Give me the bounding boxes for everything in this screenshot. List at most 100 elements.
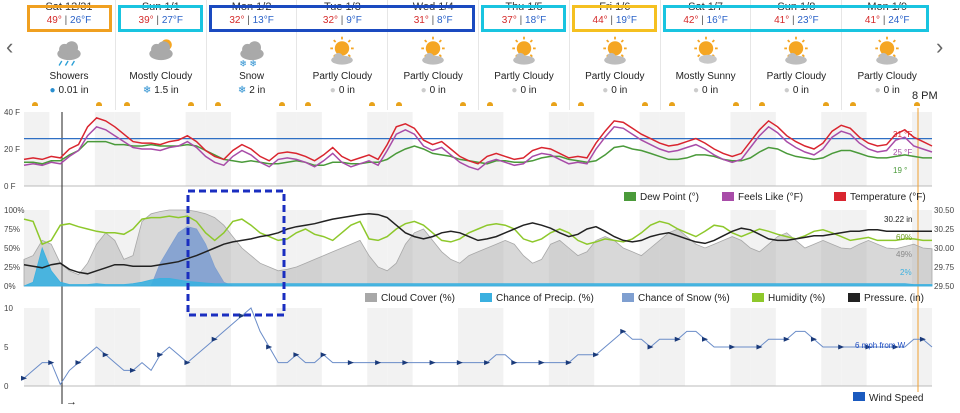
high-temp: 32° <box>229 15 245 26</box>
wind-arrow-icon <box>429 360 436 366</box>
low-temp: 8°F <box>436 15 453 26</box>
wind-arrow-icon <box>293 352 300 358</box>
wind-arrow-icon <box>702 336 708 342</box>
drop-gray-icon: ● <box>783 85 790 96</box>
day-column[interactable]: Sat 1/7 42° | 16°F Mostly Sunny ● 0 in <box>659 0 751 110</box>
night-shade <box>114 210 141 286</box>
day-temps: 41° | 23°F <box>774 15 819 26</box>
sunset-marker <box>460 102 467 106</box>
wind-arrow-icon <box>593 352 600 358</box>
condition-text: Partly Cloudy <box>403 71 463 82</box>
night-shade <box>548 308 569 386</box>
precip-value: 0 in <box>792 85 809 96</box>
wind-arrow-icon <box>838 344 845 350</box>
precip-amount: ● 0 in <box>570 85 660 96</box>
drop-gray-icon: ● <box>874 85 881 96</box>
chevron-left-icon[interactable]: ‹ <box>6 34 14 59</box>
wind-arrow-icon <box>810 336 817 342</box>
day-column[interactable]: Thu 1/5 37° | 18°F Partly Cloudy ● 0 in <box>478 0 569 110</box>
high-temp: 44° <box>592 15 608 26</box>
night-shade <box>276 210 297 286</box>
precip-value: 0 in <box>338 85 355 96</box>
precip-amount: ● 0 in <box>479 85 569 96</box>
partly-cloudy-icon <box>415 34 451 68</box>
legend-label: Cloud Cover (%) <box>381 293 455 304</box>
drop-gray-icon: ● <box>602 85 609 96</box>
night-shade <box>276 112 297 186</box>
partly-cloudy-icon <box>869 34 905 68</box>
legend-label: Wind Speed <box>869 393 923 404</box>
precip-value: 0 in <box>702 85 719 96</box>
day-column[interactable]: Mon 1/2 32° | 13°F ❄ ❄ Snow ❄ 2 in <box>205 0 297 110</box>
legend-swatch <box>722 192 734 201</box>
day-column[interactable]: Sun 1/8 41° | 23°F Partly Cloudy ● 0 in <box>750 0 841 110</box>
wind-arrow-icon <box>157 352 164 358</box>
wind-arrow-icon <box>266 344 273 350</box>
low-temp: 23°F <box>797 15 819 26</box>
partly-cloudy-icon <box>778 34 814 68</box>
series-line <box>23 215 932 246</box>
night-shade <box>841 112 867 186</box>
high-temp: 32° <box>322 15 339 26</box>
wind-arrow-icon <box>184 360 191 366</box>
low-temp: 26°F <box>70 15 92 26</box>
day-temps: 41° | 24°F <box>864 15 910 26</box>
drop-gray-icon: ● <box>420 85 427 96</box>
high-temp: 39° <box>138 15 154 26</box>
wind-arrow-icon <box>238 313 245 319</box>
wind-arrow-icon <box>865 344 872 350</box>
end-value-label: 31 °F <box>893 130 912 139</box>
low-temp: 19°F <box>615 15 638 26</box>
precip-value: 0.01 in <box>58 85 89 96</box>
day-column[interactable]: Tue 1/3 32° | 9°F Partly Cloudy ● 0 in <box>296 0 387 110</box>
end-value-label: 30.22 in <box>884 215 912 224</box>
condition-text: Partly Cloudy <box>857 71 917 82</box>
legend-swatch <box>834 192 846 201</box>
high-temp: 37° <box>501 15 517 26</box>
series-line <box>23 117 933 165</box>
series-line <box>23 125 933 171</box>
precip-amount: ● 0 in <box>661 85 751 96</box>
day-column[interactable]: Fri 1/6 44° | 19°F Partly Cloudy ● 0 in <box>568 0 660 110</box>
night-shade <box>478 112 504 186</box>
precip-value: 1.5 in <box>154 85 179 96</box>
wind-arrow-icon <box>320 352 327 358</box>
raindrop-icon: ● <box>49 85 56 96</box>
precip-amount: ● 0.01 in <box>24 85 114 96</box>
high-temp: 31° <box>413 15 429 26</box>
wind-arrow-icon <box>511 360 518 366</box>
svg-text:❄ ❄: ❄ ❄ <box>239 58 257 68</box>
night-shade <box>478 308 504 386</box>
sunset-marker <box>278 102 285 106</box>
series-area <box>23 246 933 287</box>
night-shade <box>750 112 776 186</box>
day-temps: 42° | 16°F <box>683 15 728 26</box>
wind-arrow-icon <box>347 360 354 366</box>
night-shade <box>296 112 322 186</box>
sunrise-marker <box>123 102 130 106</box>
day-temps: 32° | 9°F <box>322 15 362 26</box>
daily-forecast-strip: Sat 12/31 49° | 26°F Showers ● 0.01 in Su… <box>24 0 932 110</box>
y-tick-label: 75% <box>4 225 20 234</box>
precip-amount: ● 0 in <box>388 85 478 96</box>
night-shade <box>94 308 115 386</box>
sunset-marker <box>369 102 376 106</box>
chevron-right-icon[interactable]: › <box>936 34 944 59</box>
day-highlight-box <box>481 5 566 32</box>
y-tick-label: 30.50 <box>934 206 955 215</box>
day-column[interactable]: Sat 12/31 49° | 26°F Showers ● 0.01 in <box>24 0 114 110</box>
legend-swatch <box>480 293 492 302</box>
night-shade <box>639 112 660 186</box>
y-tick-label: 50% <box>4 244 20 253</box>
low-temp: 27°F <box>161 15 184 26</box>
y-tick-label: 0% <box>4 282 16 291</box>
sunrise-marker <box>305 102 312 106</box>
legend-label: Temperature (°F) <box>850 192 926 203</box>
y-tick-label: 40 F <box>4 108 20 117</box>
snowflake-icon: ❄ <box>142 85 152 96</box>
end-value-label: 19 ° <box>893 166 907 175</box>
wind-arrow-icon <box>783 336 790 342</box>
y-tick-label: 0 F <box>4 182 16 191</box>
night-shade <box>387 112 413 186</box>
day-temps: 39° | 27°F <box>138 15 184 26</box>
